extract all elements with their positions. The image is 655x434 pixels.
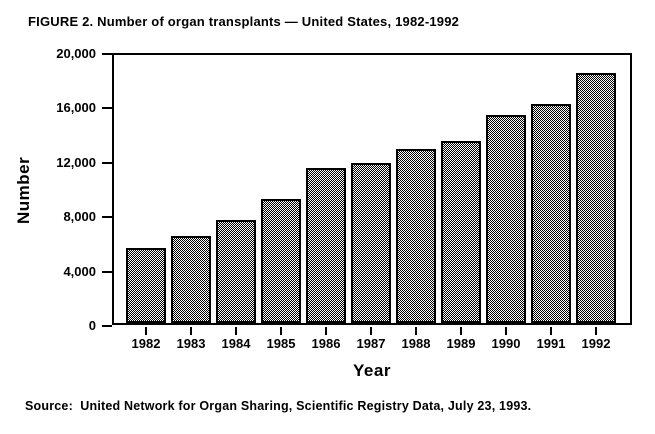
bar-1986 bbox=[306, 168, 346, 323]
x-tick-label-1991: 1991 bbox=[536, 336, 566, 351]
y-tick-16000 bbox=[102, 107, 112, 109]
y-axis-title: Number bbox=[14, 156, 33, 225]
x-axis-title: Year bbox=[353, 361, 391, 380]
x-tick-1984 bbox=[235, 327, 237, 335]
figure-title: FIGURE 2. Number of organ transplants — … bbox=[28, 14, 460, 29]
x-tick-1988 bbox=[415, 327, 417, 335]
y-tick-8000 bbox=[102, 216, 112, 218]
x-tick-label-1988: 1988 bbox=[401, 336, 431, 351]
x-tick-label-1990: 1990 bbox=[491, 336, 521, 351]
plot-area: 0 4,000 8,000 12,000 16,000 20,000 1982 1983 19… bbox=[56, 46, 632, 380]
x-tick-1992 bbox=[595, 327, 597, 335]
x-tick-label-1987: 1987 bbox=[356, 336, 386, 351]
x-tick-1982 bbox=[145, 327, 147, 335]
bar-1988 bbox=[396, 149, 436, 323]
bar-1987 bbox=[351, 163, 391, 323]
y-tick-label-16000: 16,000 bbox=[56, 100, 96, 115]
bar-1984 bbox=[216, 220, 256, 323]
bar-1983 bbox=[171, 236, 211, 323]
x-tick-label-1985: 1985 bbox=[266, 336, 296, 351]
x-tick-1989 bbox=[460, 327, 462, 335]
bar-1982 bbox=[126, 248, 166, 323]
y-tick-label-4000: 4,000 bbox=[63, 264, 96, 279]
x-tick-1991 bbox=[550, 327, 552, 335]
y-tick-4000 bbox=[102, 271, 112, 273]
x-tick-1986 bbox=[325, 327, 327, 335]
y-tick-20000 bbox=[102, 53, 112, 55]
bar-1992 bbox=[576, 73, 616, 323]
x-tick-label-1984: 1984 bbox=[221, 336, 251, 351]
x-tick-label-1983: 1983 bbox=[176, 336, 206, 351]
x-tick-label-1989: 1989 bbox=[446, 336, 476, 351]
x-tick-1983 bbox=[190, 327, 192, 335]
x-tick-label-1992: 1992 bbox=[581, 336, 611, 351]
x-tick-1987 bbox=[370, 327, 372, 335]
bar-1990 bbox=[486, 115, 526, 323]
y-tick-12000 bbox=[102, 162, 112, 164]
y-tick-label-12000: 12,000 bbox=[56, 155, 96, 170]
y-tick-label-20000: 20,000 bbox=[56, 46, 96, 61]
bar-1991 bbox=[531, 104, 571, 323]
x-tick-label-1986: 1986 bbox=[311, 336, 341, 351]
y-tick-label-0: 0 bbox=[88, 318, 96, 333]
y-tick-label-8000: 8,000 bbox=[63, 209, 96, 224]
bar-1985 bbox=[261, 199, 301, 323]
y-tick-0 bbox=[102, 325, 112, 327]
x-tick-label-1982: 1982 bbox=[131, 336, 161, 351]
x-tick-1990 bbox=[505, 327, 507, 335]
x-tick-1985 bbox=[280, 327, 282, 335]
source-note: Source: United Network for Organ Sharing… bbox=[25, 399, 532, 413]
bar-1989 bbox=[441, 141, 481, 323]
